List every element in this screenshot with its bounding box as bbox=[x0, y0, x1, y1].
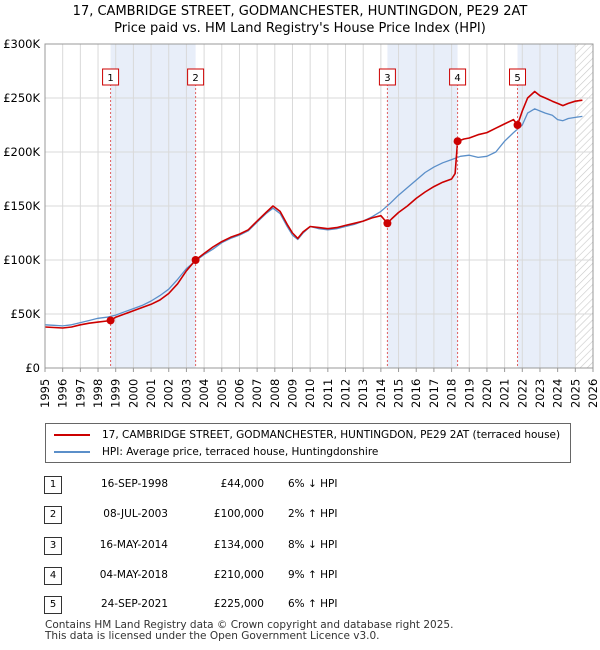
x-tick-label: 2020 bbox=[480, 379, 494, 408]
x-tick-label: 1996 bbox=[56, 379, 70, 408]
legend-label-hpi: HPI: Average price, terraced house, Hunt… bbox=[102, 446, 379, 458]
sale-point bbox=[513, 121, 522, 129]
sale-number-badge: 3 bbox=[44, 537, 62, 555]
x-tick-label: 2019 bbox=[462, 379, 476, 408]
x-tick-label: 2008 bbox=[268, 379, 282, 408]
x-tick-label: 1998 bbox=[91, 379, 105, 408]
sale-label-box bbox=[509, 68, 527, 86]
y-tick-label: £150K bbox=[3, 199, 40, 213]
x-tick-label: 2026 bbox=[586, 379, 600, 408]
x-tick-label: 2007 bbox=[250, 379, 264, 408]
x-tick-label: 2005 bbox=[215, 379, 229, 408]
sale-label-number: 3 bbox=[384, 73, 390, 84]
sale-point bbox=[453, 137, 462, 146]
x-tick-label: 2018 bbox=[445, 379, 459, 408]
sale-point bbox=[106, 316, 115, 325]
sale-date: 04-MAY-2018 bbox=[99, 569, 168, 581]
sale-date: 16-SEP-1998 bbox=[100, 478, 168, 490]
sale-price: £134,000 bbox=[213, 539, 264, 551]
hpi-line bbox=[44, 108, 583, 327]
sale-hpi-diff: 2% ↑ HPI bbox=[288, 508, 338, 520]
property-price-line bbox=[44, 90, 583, 329]
sale-date: 16-MAY-2014 bbox=[99, 539, 168, 551]
y-tick-label: £100K bbox=[3, 253, 40, 267]
plot-frame bbox=[44, 43, 594, 369]
sale-hpi-diff: 6% ↑ HPI bbox=[288, 598, 338, 610]
x-tick-label: 2004 bbox=[197, 379, 211, 408]
sale-hpi-diff: 6% ↓ HPI bbox=[288, 478, 338, 490]
sale-price: £100,000 bbox=[213, 508, 264, 520]
sale-price: £210,000 bbox=[213, 569, 264, 581]
sale-label-number: 4 bbox=[454, 73, 460, 84]
legend-swatch-property bbox=[54, 434, 90, 436]
x-tick-label: 1997 bbox=[73, 379, 87, 408]
y-tick-label: £0 bbox=[25, 361, 40, 375]
sale-label-box bbox=[449, 68, 467, 86]
x-tick-label: 2002 bbox=[162, 379, 176, 408]
x-tick-label: 2003 bbox=[179, 379, 193, 408]
x-tick-label: 2022 bbox=[515, 379, 529, 408]
table-row: 5 24-SEP-2021 £225,000 6% ↑ HPI bbox=[44, 596, 600, 614]
sale-hpi-diff: 8% ↓ HPI bbox=[288, 539, 338, 551]
sale-price: £225,000 bbox=[213, 598, 264, 610]
table-row: 4 04-MAY-2018 £210,000 9% ↑ HPI bbox=[44, 567, 600, 585]
x-tick-label: 2021 bbox=[498, 379, 512, 408]
x-tick-label: 2014 bbox=[374, 379, 388, 408]
sale-number-badge: 5 bbox=[44, 596, 62, 614]
chart-subtitle: Price paid vs. HM Land Registry's House … bbox=[114, 21, 486, 36]
chart-legend: 17, CAMBRIDGE STREET, GODMANCHESTER, HUN… bbox=[45, 423, 571, 463]
table-row: 2 08-JUL-2003 £100,000 2% ↑ HPI bbox=[44, 506, 600, 524]
sale-label-box bbox=[102, 68, 120, 86]
table-row: 3 16-MAY-2014 £134,000 8% ↓ HPI bbox=[44, 537, 600, 555]
sale-number-badge: 2 bbox=[44, 506, 62, 524]
y-tick-label: £50K bbox=[11, 307, 41, 321]
sale-number-badge: 4 bbox=[44, 567, 62, 585]
legend-item-property: 17, CAMBRIDGE STREET, GODMANCHESTER, HUN… bbox=[54, 427, 560, 443]
footer-licence: This data is licensed under the Open Gov… bbox=[45, 630, 380, 642]
sale-date: 08-JUL-2003 bbox=[103, 508, 168, 520]
sale-point bbox=[383, 219, 392, 228]
footer-attribution: Contains HM Land Registry data © Crown c… bbox=[45, 620, 453, 642]
sale-label-number: 5 bbox=[514, 73, 520, 84]
sale-point bbox=[191, 256, 200, 264]
x-tick-label: 2024 bbox=[551, 379, 565, 408]
sale-date: 24-SEP-2021 bbox=[100, 598, 168, 610]
x-tick-label: 2016 bbox=[409, 379, 423, 408]
sale-number-badge: 1 bbox=[44, 476, 62, 494]
x-tick-label: 2010 bbox=[303, 379, 317, 408]
x-tick-label: 2025 bbox=[568, 379, 582, 408]
x-tick-label: 2023 bbox=[533, 379, 547, 408]
y-tick-label: £300K bbox=[3, 37, 40, 51]
sale-label-number: 1 bbox=[107, 73, 113, 84]
table-row: 1 16-SEP-1998 £44,000 6% ↓ HPI bbox=[44, 476, 600, 494]
legend-label-property: 17, CAMBRIDGE STREET, GODMANCHESTER, HUN… bbox=[102, 429, 561, 441]
chart-title: 17, CAMBRIDGE STREET, GODMANCHESTER, HUN… bbox=[72, 4, 528, 19]
x-tick-label: 2015 bbox=[392, 379, 406, 408]
sale-label-box bbox=[187, 68, 205, 86]
x-tick-label: 2000 bbox=[126, 379, 140, 408]
sale-label-box bbox=[378, 68, 396, 86]
x-tick-label: 2017 bbox=[427, 379, 441, 408]
price-chart: 1 2 3 4 5 £0 £50K £100K £150K £200K £250K £300K 199… bbox=[3, 37, 600, 408]
legend-swatch-hpi bbox=[54, 451, 90, 453]
legend-item-hpi: HPI: Average price, terraced house, Hunt… bbox=[54, 444, 378, 460]
footer-copyright: Contains HM Land Registry data © Crown c… bbox=[45, 619, 454, 631]
x-tick-label: 2009 bbox=[285, 379, 299, 408]
x-tick-label: 2011 bbox=[321, 379, 335, 408]
x-tick-label: 2006 bbox=[232, 379, 246, 408]
x-tick-label: 2001 bbox=[144, 379, 158, 408]
x-tick-label: 2012 bbox=[339, 379, 353, 408]
y-tick-label: £200K bbox=[3, 145, 40, 159]
x-tick-label: 1999 bbox=[109, 379, 123, 408]
x-tick-label: 2013 bbox=[356, 379, 370, 408]
y-tick-label: £250K bbox=[3, 91, 40, 105]
sale-price: £44,000 bbox=[220, 478, 264, 490]
x-tick-label: 1995 bbox=[38, 379, 52, 408]
sale-hpi-diff: 9% ↑ HPI bbox=[288, 569, 338, 581]
sale-label-number: 2 bbox=[192, 73, 198, 84]
